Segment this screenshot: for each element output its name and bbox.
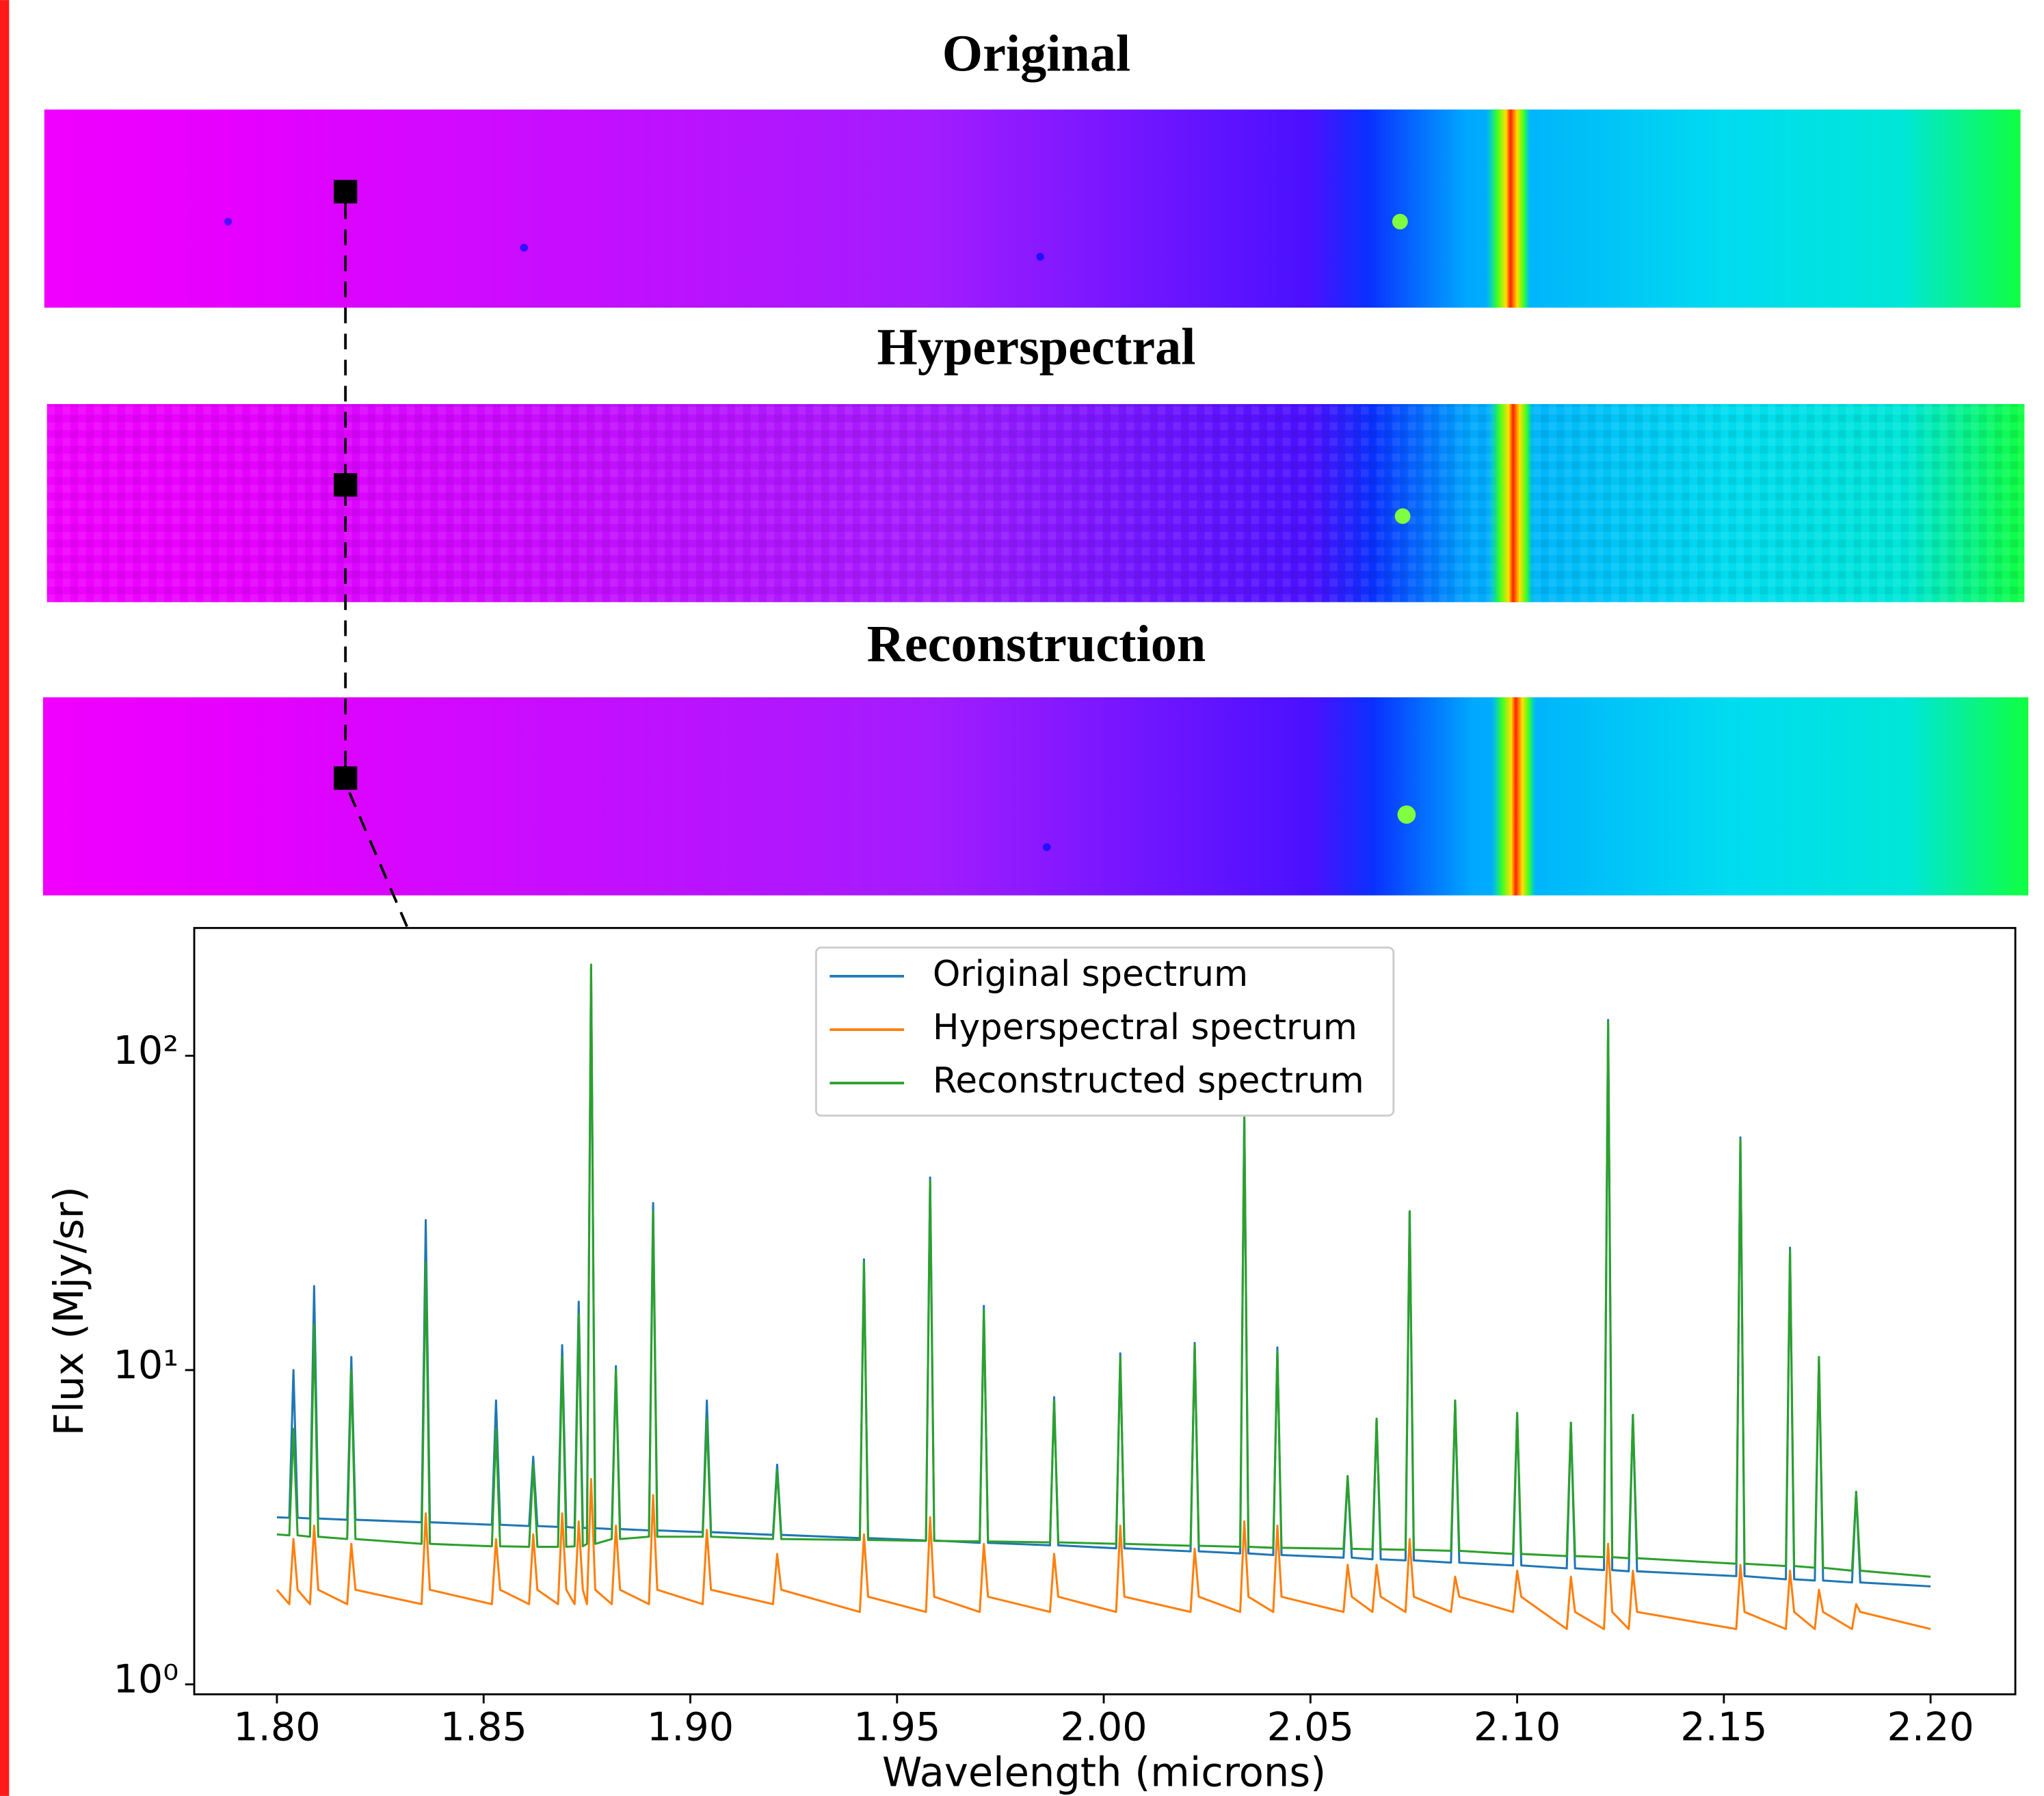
panel-title: Hyperspectral [877, 318, 1196, 375]
plot: 1.80 1.85 1.90 1.95 2.00 2.05 2.10 2.15 2.20 10⁰ 1… [113, 963, 1974, 1750]
x-axis-label: Wavelength (microns) [882, 1749, 1326, 1796]
x-tick-label: 2.20 [1887, 1704, 1974, 1750]
image-panel [47, 404, 2025, 602]
x-tick-label: 1.90 [647, 1704, 734, 1750]
y-tick-label: 10¹ [113, 1343, 178, 1388]
x-tick-label: 2.10 [1474, 1704, 1561, 1750]
page-border [0, 0, 10, 1796]
image-panel [44, 109, 2021, 308]
x-tick-label: 1.95 [853, 1704, 940, 1750]
y-axis-label: Flux (Mjy/sr) [45, 1186, 92, 1436]
legend-label: Reconstructed spectrum [933, 1060, 1364, 1101]
panel-title: Reconstruction [867, 615, 1206, 673]
x-tick-label: 2.15 [1680, 1704, 1767, 1750]
x-tick-label: 2.00 [1060, 1704, 1147, 1750]
image-panel [42, 697, 2029, 896]
y-tick-label: 10² [113, 1028, 178, 1073]
legend-label: Original spectrum [933, 954, 1248, 995]
panel-title: Original [942, 25, 1130, 82]
legend-label: Hyperspectral spectrum [933, 1007, 1357, 1048]
x-tick-label: 1.85 [440, 1704, 527, 1750]
x-tick-label: 2.05 [1267, 1704, 1354, 1750]
spectrum-line [276, 963, 1931, 1578]
x-tick-label: 1.80 [233, 1704, 320, 1750]
spectrum-line [276, 1477, 1931, 1631]
legend: Original spectrum Hyperspectral spectrum R… [814, 946, 1395, 1117]
y-tick-label: 10⁰ [113, 1657, 178, 1702]
